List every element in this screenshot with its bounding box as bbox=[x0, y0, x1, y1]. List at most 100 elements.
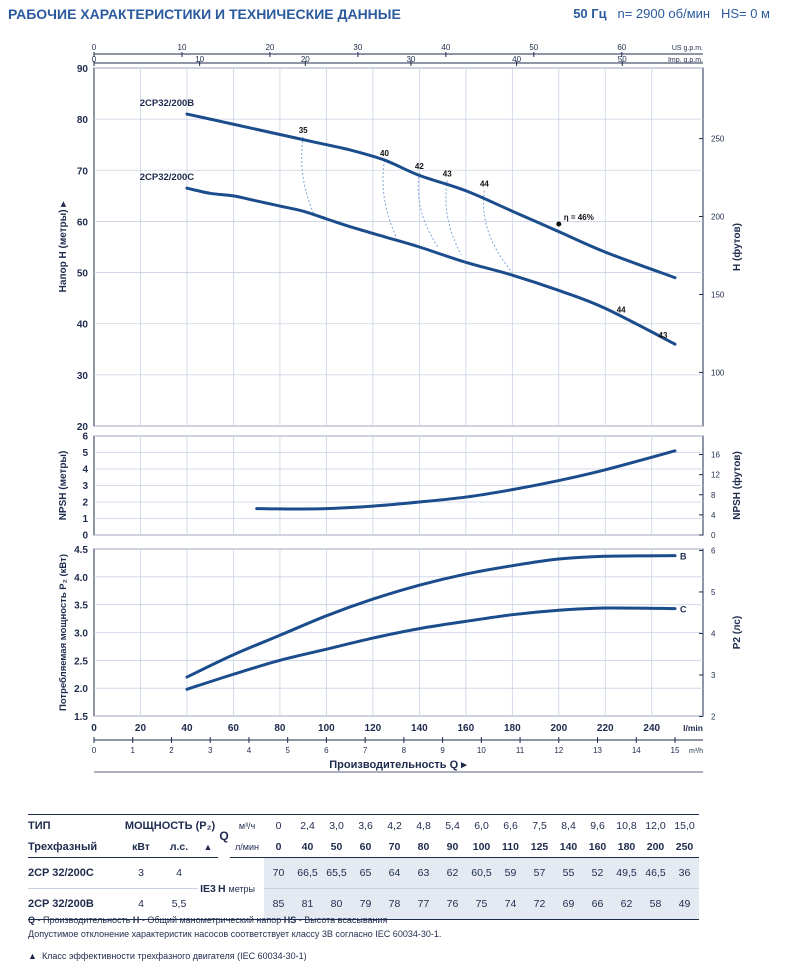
model-name: 2CP 32/200C bbox=[28, 857, 122, 889]
npsh-curve bbox=[255, 449, 677, 511]
head-ytick-label: 20 bbox=[77, 422, 89, 433]
feet-tick-label: 200 bbox=[711, 213, 725, 222]
m3h-tick-label: 9 bbox=[440, 746, 445, 755]
lmin-tick-label: 40 bbox=[181, 723, 193, 734]
q-m3h-cell: 5,4 bbox=[438, 814, 467, 836]
q-lmin-cell: 250 bbox=[670, 836, 699, 858]
lmin-tick-label: 120 bbox=[365, 723, 382, 734]
hp-tick-label: 4 bbox=[711, 629, 716, 638]
q-m3h-cell: 2,4 bbox=[293, 814, 322, 836]
m3h-tick-label: 0 bbox=[92, 746, 97, 755]
lmin-tick-label: 0 bbox=[91, 723, 97, 734]
q-lmin-cell: 0 bbox=[264, 836, 293, 858]
q-m3h-cell: 3,6 bbox=[351, 814, 380, 836]
h-value: 62 bbox=[612, 888, 641, 920]
us-gpm-tick-label: 40 bbox=[441, 43, 450, 52]
npsh-ytick-label: 3 bbox=[82, 481, 88, 492]
legend-q-text: - Производительность bbox=[35, 915, 133, 925]
lmin-tick-label: 100 bbox=[318, 723, 335, 734]
head-ytick-label: 40 bbox=[77, 320, 89, 331]
power-ytick-label: 4.0 bbox=[74, 573, 88, 584]
lmin-tick-label: 240 bbox=[643, 723, 660, 734]
feet-tick-label: 150 bbox=[711, 290, 725, 299]
power-ylabel: Потребляемая мощность P₂ (кВт) bbox=[58, 554, 69, 711]
h-value: 57 bbox=[525, 857, 554, 889]
npsh-feet-tick-label: 4 bbox=[711, 511, 716, 520]
legend-hs-text: - Высота всасывания bbox=[296, 915, 388, 925]
m3h-tick-label: 7 bbox=[363, 746, 368, 755]
h-value: 76 bbox=[438, 888, 467, 920]
efficiency-iso-line bbox=[417, 172, 439, 248]
h-value: 75 bbox=[467, 888, 496, 920]
lmin-tick-label: 180 bbox=[504, 723, 521, 734]
head-ytick-label: 90 bbox=[77, 64, 89, 75]
m3h-tick-label: 13 bbox=[593, 746, 602, 755]
q-lmin-cell: 125 bbox=[525, 836, 554, 858]
legend-line-1: Q - Производительность H - Общий маномет… bbox=[28, 915, 387, 925]
page-title: РАБОЧИЕ ХАРАКТЕРИСТИКИ И ТЕХНИЧЕСКИЕ ДАН… bbox=[8, 6, 401, 22]
power-ytick-label: 1.5 bbox=[74, 712, 88, 723]
h-value: 63 bbox=[409, 857, 438, 889]
m3h-tick-label: 1 bbox=[131, 746, 136, 755]
triangle-icon: ▲ bbox=[28, 951, 37, 961]
hp-tick-label: 2 bbox=[711, 712, 716, 721]
lmin-unit: л/мин bbox=[230, 836, 264, 858]
table-row: 2CP 32/200C 3 4 IE3 H метры 70 66,5 65,5 65 64 63 6… bbox=[28, 857, 699, 920]
lmin-tick-label: 60 bbox=[228, 723, 240, 734]
m3h-tick-label: 10 bbox=[477, 746, 486, 755]
h-value: 60,5 bbox=[467, 857, 496, 889]
power-ytick-label: 3.0 bbox=[74, 629, 88, 640]
power-curve-label: B bbox=[680, 552, 687, 562]
kw-value: 3 bbox=[122, 857, 160, 889]
h-value: 49 bbox=[670, 888, 699, 920]
q-m3h-cell: 8,4 bbox=[554, 814, 583, 836]
us-gpm-label: US g.p.m. bbox=[672, 45, 703, 52]
phase-header: Трехфазный bbox=[28, 836, 122, 858]
feet-tick-label: 250 bbox=[711, 135, 725, 144]
lmin-tick-label: 220 bbox=[597, 723, 614, 734]
h-value: 66,5 bbox=[293, 857, 322, 889]
triangle-icon: ▲ bbox=[198, 836, 218, 858]
q-m3h-cell: 6,6 bbox=[496, 814, 525, 836]
q-lmin-cell: 70 bbox=[380, 836, 409, 858]
h-label-cell: H метры bbox=[218, 857, 264, 920]
h-value: 79 bbox=[351, 888, 380, 920]
h-value: 81 bbox=[293, 888, 322, 920]
legend-line-3: ▲ Класс эффективности трехфазного двигат… bbox=[28, 951, 307, 961]
frequency-label: 50 Гц bbox=[573, 6, 607, 21]
imp-gpm-tick-label: 0 bbox=[92, 55, 97, 64]
q-lmin-cell: 60 bbox=[351, 836, 380, 858]
q-m3h-cell: 9,6 bbox=[583, 814, 612, 836]
operating-conditions: 50 Гц n= 2900 об/мин HS= 0 м bbox=[573, 6, 770, 21]
lmin-tick-label: 200 bbox=[550, 723, 567, 734]
hp-tick-label: 6 bbox=[711, 546, 716, 555]
hp-header: л.с. bbox=[160, 836, 198, 858]
head-curve-label: 2CP32/200C bbox=[140, 172, 195, 183]
q-lmin-cell: 160 bbox=[583, 836, 612, 858]
efficiency-iso-line bbox=[301, 136, 316, 217]
efficiency-iso-line bbox=[445, 180, 462, 255]
x-axis-title: Производительность Q ▸ bbox=[329, 759, 467, 771]
head-ytick-label: 70 bbox=[77, 166, 89, 177]
h-value: 58 bbox=[641, 888, 670, 920]
h-value: 59 bbox=[496, 857, 525, 889]
power-ytick-label: 3.5 bbox=[74, 601, 88, 612]
q-lmin-cell: 50 bbox=[322, 836, 351, 858]
hp-value: 4 bbox=[160, 857, 198, 889]
h-value: 65,5 bbox=[322, 857, 351, 889]
lmin-tick-label: 80 bbox=[274, 723, 286, 734]
us-gpm-tick-label: 60 bbox=[617, 43, 626, 52]
hp-tick-label: 5 bbox=[711, 588, 716, 597]
efficiency-label: 42 bbox=[415, 162, 424, 171]
q-lmin-cell: 40 bbox=[293, 836, 322, 858]
h-value: 49,5 bbox=[612, 857, 641, 889]
hp-tick-label: 3 bbox=[711, 671, 716, 680]
q-lmin-cell: 110 bbox=[496, 836, 525, 858]
us-gpm-tick-label: 0 bbox=[92, 43, 97, 52]
h-value: 78 bbox=[380, 888, 409, 920]
head-y2label: H (футов) bbox=[731, 223, 743, 271]
table-row: 2CP 32/200B 4 5,5 85 81 80 79 78 77 76 75 74 72 69 66 6… bbox=[28, 888, 699, 920]
speed-label: n= 2900 об/мин bbox=[617, 6, 711, 21]
q-m3h-cell: 10,8 bbox=[612, 814, 641, 836]
